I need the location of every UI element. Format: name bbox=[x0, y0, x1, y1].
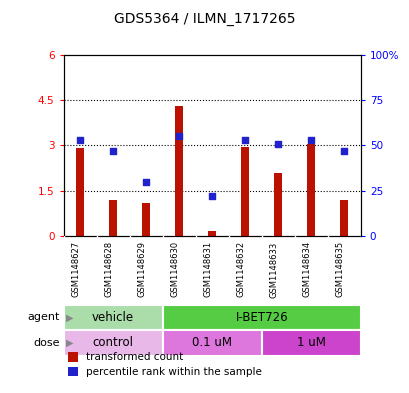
Point bbox=[76, 137, 83, 143]
Text: agent: agent bbox=[27, 312, 59, 322]
Text: ▶: ▶ bbox=[65, 312, 73, 322]
Text: 1 uM: 1 uM bbox=[296, 336, 325, 349]
Text: vehicle: vehicle bbox=[92, 311, 134, 324]
Text: transformed count: transformed count bbox=[86, 352, 183, 362]
Text: I-BET726: I-BET726 bbox=[235, 311, 288, 324]
Bar bbox=[142, 203, 150, 236]
Bar bbox=[109, 200, 117, 236]
Text: GSM1148629: GSM1148629 bbox=[137, 241, 146, 297]
Text: GSM1148633: GSM1148633 bbox=[269, 241, 278, 298]
Bar bbox=[240, 147, 249, 236]
Text: ▶: ▶ bbox=[65, 338, 73, 348]
Bar bbox=[306, 144, 315, 236]
Point bbox=[142, 178, 149, 185]
Text: GSM1148631: GSM1148631 bbox=[203, 241, 212, 298]
Point bbox=[208, 193, 215, 199]
Point bbox=[110, 148, 116, 154]
Text: GSM1148632: GSM1148632 bbox=[236, 241, 245, 298]
Bar bbox=[162, 305, 360, 330]
Point bbox=[340, 148, 347, 154]
Point bbox=[274, 140, 281, 147]
Point bbox=[241, 137, 248, 143]
Bar bbox=[63, 330, 162, 356]
Text: dose: dose bbox=[33, 338, 59, 348]
Text: control: control bbox=[92, 336, 133, 349]
Bar bbox=[175, 106, 183, 236]
Text: GSM1148634: GSM1148634 bbox=[301, 241, 310, 298]
Point bbox=[307, 137, 314, 143]
Text: GSM1148627: GSM1148627 bbox=[71, 241, 80, 298]
Bar bbox=[274, 173, 282, 236]
Bar bbox=[162, 330, 261, 356]
Bar bbox=[339, 200, 348, 236]
Bar bbox=[76, 149, 84, 236]
Text: GDS5364 / ILMN_1717265: GDS5364 / ILMN_1717265 bbox=[114, 12, 295, 26]
Text: percentile rank within the sample: percentile rank within the sample bbox=[86, 367, 261, 377]
Bar bbox=[261, 330, 360, 356]
Point bbox=[175, 133, 182, 140]
Bar bbox=[207, 231, 216, 236]
Text: GSM1148628: GSM1148628 bbox=[104, 241, 113, 298]
Bar bbox=[63, 305, 162, 330]
Text: GSM1148635: GSM1148635 bbox=[335, 241, 344, 298]
Text: 0.1 uM: 0.1 uM bbox=[192, 336, 231, 349]
Text: GSM1148630: GSM1148630 bbox=[170, 241, 179, 298]
